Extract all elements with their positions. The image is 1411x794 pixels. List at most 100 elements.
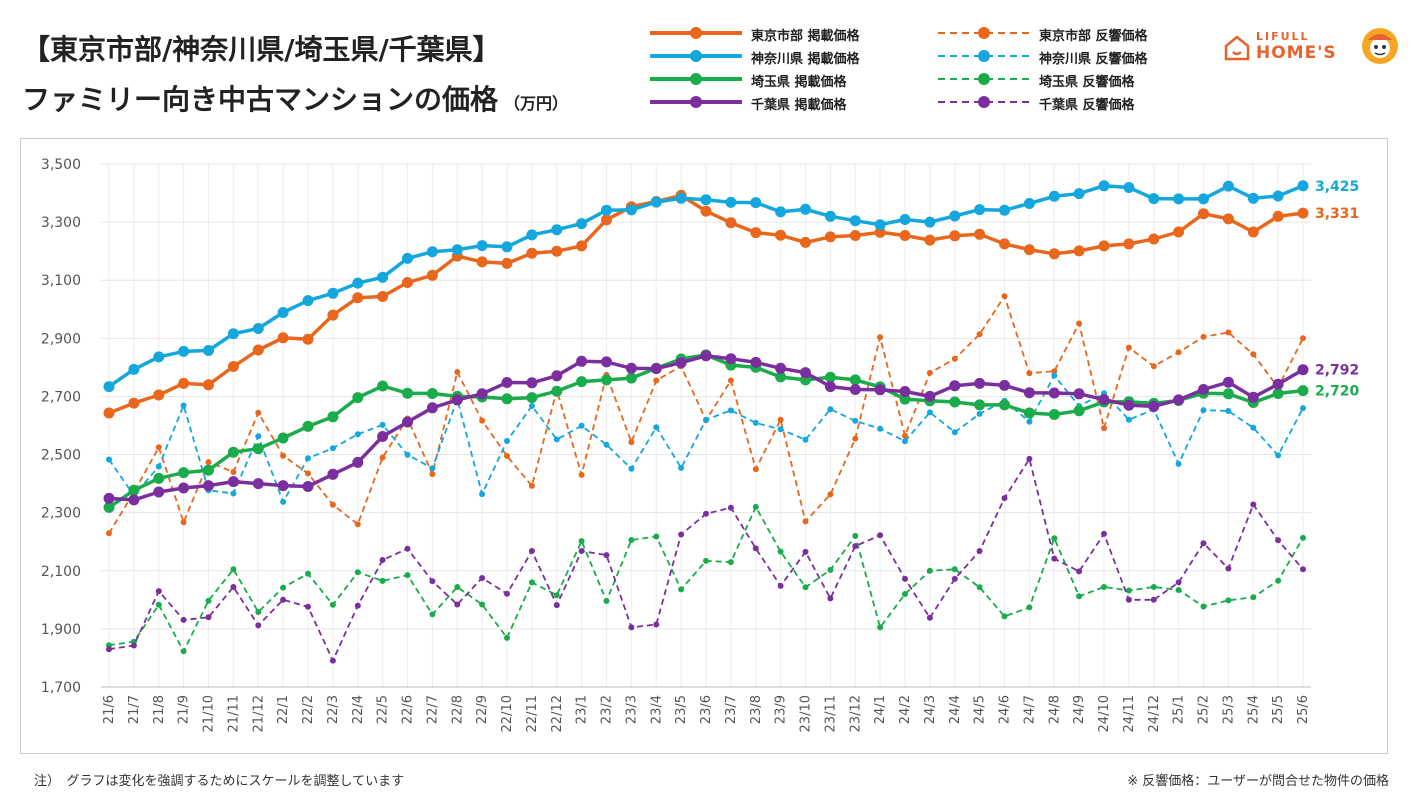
data-point [103,407,115,419]
y-tick-label: 2,900 [41,331,81,347]
data-point [703,557,709,564]
data-point [1048,387,1060,399]
data-point [827,595,834,602]
data-point [1148,233,1160,245]
data-point [877,532,884,539]
data-point [1225,329,1232,336]
data-point [775,362,787,374]
x-tick-label: 22/4 [351,695,366,724]
data-point [827,566,834,573]
legend-line-marker [938,50,1030,62]
data-point [1023,244,1035,256]
data-point [899,230,911,241]
data-point [1125,344,1132,351]
data-point [951,575,958,582]
data-point [653,424,660,431]
data-point [1297,385,1309,397]
data-point [1250,594,1257,601]
data-point [402,277,413,288]
data-point [153,351,165,363]
data-point [227,446,239,458]
data-point [352,392,364,404]
legend-line-marker [938,73,1030,85]
data-point [479,491,486,498]
data-point [625,204,637,216]
data-point [775,206,787,218]
data-point [180,519,187,526]
data-point [750,227,762,239]
data-point [824,210,836,222]
data-point [252,344,264,356]
y-tick-label: 2,700 [41,389,81,405]
x-tick-label: 23/4 [649,695,664,724]
data-point [800,236,811,248]
data-point [203,345,214,356]
data-point [700,350,712,362]
data-point [501,393,513,405]
data-point [551,385,563,397]
data-point [227,328,239,340]
data-point [653,533,660,540]
data-point [327,287,339,299]
data-point [1125,596,1132,603]
y-tick-label: 2,500 [41,448,81,464]
data-point [902,432,908,439]
chart-title-unit: （万円） [504,94,569,113]
data-point [1200,603,1207,610]
data-point [849,374,861,386]
data-point [528,548,535,554]
data-point [601,374,612,386]
data-point [155,588,162,595]
data-point [1125,587,1132,594]
data-point [1098,394,1110,406]
data-point [750,356,762,368]
data-point [1101,530,1107,537]
data-point [949,380,961,392]
legend-line-marker [650,73,742,85]
data-point [949,230,961,242]
data-point [1023,407,1035,419]
data-point [1073,188,1085,200]
y-tick-label: 3,300 [41,215,81,231]
data-point [1225,408,1232,414]
data-point [305,570,311,577]
data-point [603,598,610,604]
x-tick-label: 22/11 [525,695,540,732]
x-tick-label: 21/8 [152,695,167,724]
x-tick-label: 23/1 [575,695,590,724]
data-point [802,584,809,591]
data-point [974,228,986,240]
data-point [128,494,140,506]
data-point [280,596,287,603]
data-point [1098,180,1110,192]
data-point [255,622,262,629]
data-point [230,566,237,573]
data-point [1125,416,1132,423]
data-point [849,384,861,395]
data-point [877,624,884,631]
data-point [874,219,886,231]
data-point [700,194,712,206]
data-point [877,334,884,341]
data-point [230,469,237,475]
data-point [128,363,140,375]
data-point [1297,364,1309,376]
data-point [628,439,635,446]
data-point [974,377,986,389]
data-point [526,229,538,241]
x-tick-label: 25/4 [1246,695,1261,724]
x-tick-label: 24/6 [998,695,1013,724]
data-point [305,455,311,462]
data-point [103,492,115,504]
data-point [1272,190,1284,202]
data-point [678,586,685,593]
data-point [1150,363,1157,370]
data-point [526,392,538,404]
data-point [277,307,289,318]
data-point [1297,180,1309,192]
data-point [1098,240,1110,252]
data-point [130,642,137,649]
legend-label: 神奈川県 反響価格 [1039,52,1148,67]
data-point [951,355,958,362]
data-point [553,602,560,609]
